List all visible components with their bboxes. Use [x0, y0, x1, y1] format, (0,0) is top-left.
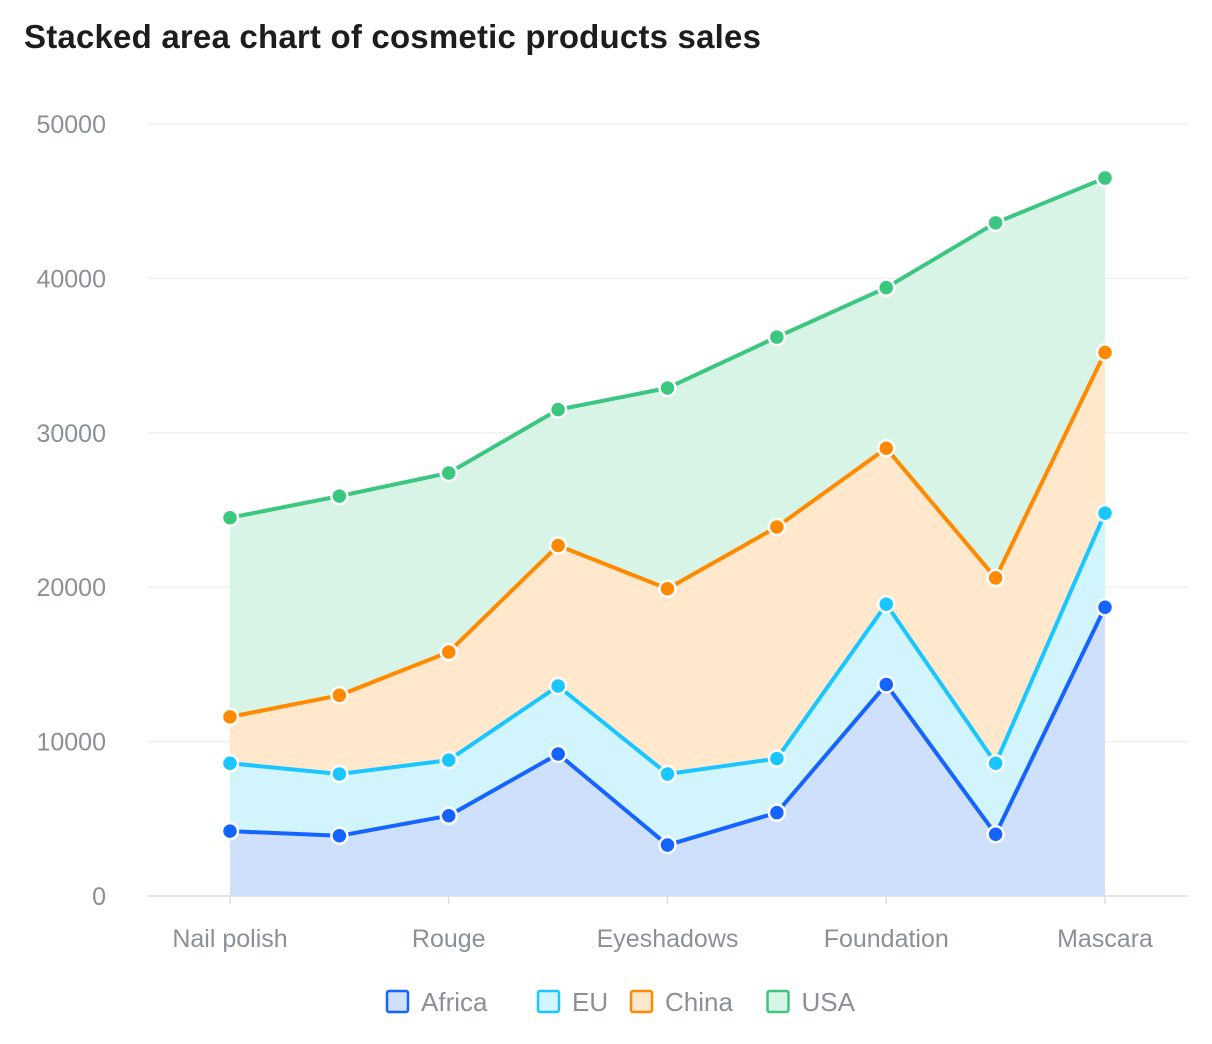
point-china[interactable]: [658, 579, 677, 598]
x-tick-label: Foundation: [824, 925, 949, 953]
point-eu[interactable]: [1095, 503, 1115, 523]
area-china: [230, 352, 1105, 775]
point-eu[interactable]: [548, 676, 568, 696]
point-eu[interactable]: [439, 750, 458, 770]
legend-item-eu[interactable]: EU: [536, 987, 608, 1017]
point-usa[interactable]: [658, 378, 677, 398]
point-eu[interactable]: [330, 764, 349, 784]
legend-swatch: [766, 989, 790, 1014]
y-tick-label: 10000: [36, 729, 106, 757]
x-tick-label: Nail polish: [172, 925, 287, 953]
point-eu[interactable]: [220, 753, 240, 773]
point-eu[interactable]: [658, 764, 677, 784]
point-china[interactable]: [986, 568, 1005, 588]
legend-item-africa[interactable]: Africa: [385, 987, 488, 1017]
legend-item-usa[interactable]: USA: [766, 987, 856, 1017]
point-africa[interactable]: [1095, 598, 1115, 617]
legend-label: EU: [572, 987, 608, 1017]
legend-swatch: [536, 989, 561, 1014]
x-axis: Nail polish Rouge Eyeshadows Foundation Masc…: [172, 896, 1153, 953]
x-tick-label: Eyeshadows: [597, 925, 739, 953]
point-china[interactable]: [220, 707, 240, 727]
point-usa[interactable]: [986, 213, 1005, 233]
y-axis: 0 10000 20000 30000 40000 50000: [36, 111, 106, 911]
point-china[interactable]: [877, 438, 896, 458]
point-africa[interactable]: [548, 744, 568, 764]
x-tick-label: Mascara: [1057, 925, 1153, 953]
point-usa[interactable]: [1095, 168, 1115, 188]
point-china[interactable]: [330, 686, 349, 705]
series-points: [220, 168, 1115, 855]
y-tick-label: 30000: [36, 420, 106, 448]
point-africa[interactable]: [439, 806, 458, 825]
y-tick-label: 20000: [36, 574, 106, 602]
point-africa[interactable]: [330, 826, 349, 846]
point-usa[interactable]: [220, 508, 240, 527]
point-china[interactable]: [767, 517, 787, 537]
point-africa[interactable]: [986, 824, 1005, 844]
x-tick-label: Rouge: [412, 925, 486, 953]
y-tick-label: 40000: [36, 265, 106, 293]
point-china[interactable]: [439, 642, 458, 662]
point-usa[interactable]: [439, 463, 458, 483]
point-china[interactable]: [548, 536, 568, 555]
legend-swatch: [629, 989, 654, 1014]
chart-title: Stacked area chart of cosmetic products …: [24, 18, 762, 55]
point-africa[interactable]: [220, 821, 240, 841]
point-usa[interactable]: [330, 486, 349, 506]
legend-label: China: [665, 987, 733, 1017]
series-areas: [230, 178, 1105, 896]
point-africa[interactable]: [877, 675, 896, 694]
point-eu[interactable]: [877, 594, 896, 614]
y-tick-label: 50000: [36, 111, 106, 139]
point-china[interactable]: [1095, 343, 1115, 362]
point-africa[interactable]: [767, 803, 787, 822]
point-usa[interactable]: [877, 278, 896, 297]
legend-swatch: [385, 989, 410, 1014]
legend-label: USA: [802, 987, 856, 1017]
point-usa[interactable]: [548, 400, 568, 419]
point-eu[interactable]: [986, 753, 1005, 773]
area-usa: [230, 178, 1105, 717]
legend-item-china[interactable]: China: [629, 987, 733, 1017]
y-tick-label: 0: [92, 883, 106, 911]
legend-label: Africa: [421, 987, 488, 1017]
point-usa[interactable]: [767, 327, 787, 347]
point-africa[interactable]: [658, 835, 677, 855]
legend[interactable]: Africa EU China USA: [385, 987, 856, 1017]
point-eu[interactable]: [767, 749, 787, 768]
